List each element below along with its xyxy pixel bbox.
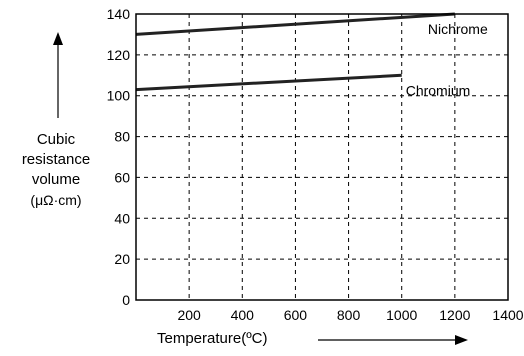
y-tick-label: 100 [107,88,131,104]
x-tick-label: 1200 [439,307,470,323]
y-ticks: 0 20 40 60 80 100 120 140 [107,6,131,308]
y-tick-label: 80 [114,129,130,145]
y-tick-label: 60 [114,169,130,185]
series-line-chromium [135,73,402,92]
series-line-nichrome [135,12,455,36]
grid [136,14,508,300]
x-axis-arrow-head [455,335,468,345]
x-tick-label: 200 [177,307,201,323]
x-tick-label: 600 [284,307,308,323]
y-axis-unit: (μΩ·cm) [30,192,82,208]
y-axis-label-line-1: Cubic [36,131,76,148]
x-axis-label: Temperature(ºC) [157,330,268,347]
y-axis-label: Cubic resistance volume (μΩ·cm) [2,130,110,210]
y-tick-label: 140 [107,6,131,22]
axis-arrows [53,32,468,345]
y-tick-label: 0 [122,292,130,308]
series-label-nichrome: Nichrome [428,21,488,37]
x-tick-label: 800 [337,307,361,323]
series-label-chromium: Chromium [406,82,471,98]
plot-frame [135,13,509,301]
y-tick-label: 40 [114,210,130,226]
y-axis-arrow-head [53,32,63,45]
x-tick-label: 1000 [386,307,417,323]
y-tick-label: 20 [114,251,130,267]
y-tick-label: 120 [107,47,131,63]
x-tick-label: 400 [231,307,255,323]
x-ticks: 200 400 600 800 1000 1200 1400 [177,307,523,323]
y-axis-label-line-3: volume [31,171,81,188]
y-axis-label-line-2: resistance [21,151,91,168]
series-lines: Nichrome Chromium [135,12,488,98]
x-tick-label: 1400 [492,307,523,323]
